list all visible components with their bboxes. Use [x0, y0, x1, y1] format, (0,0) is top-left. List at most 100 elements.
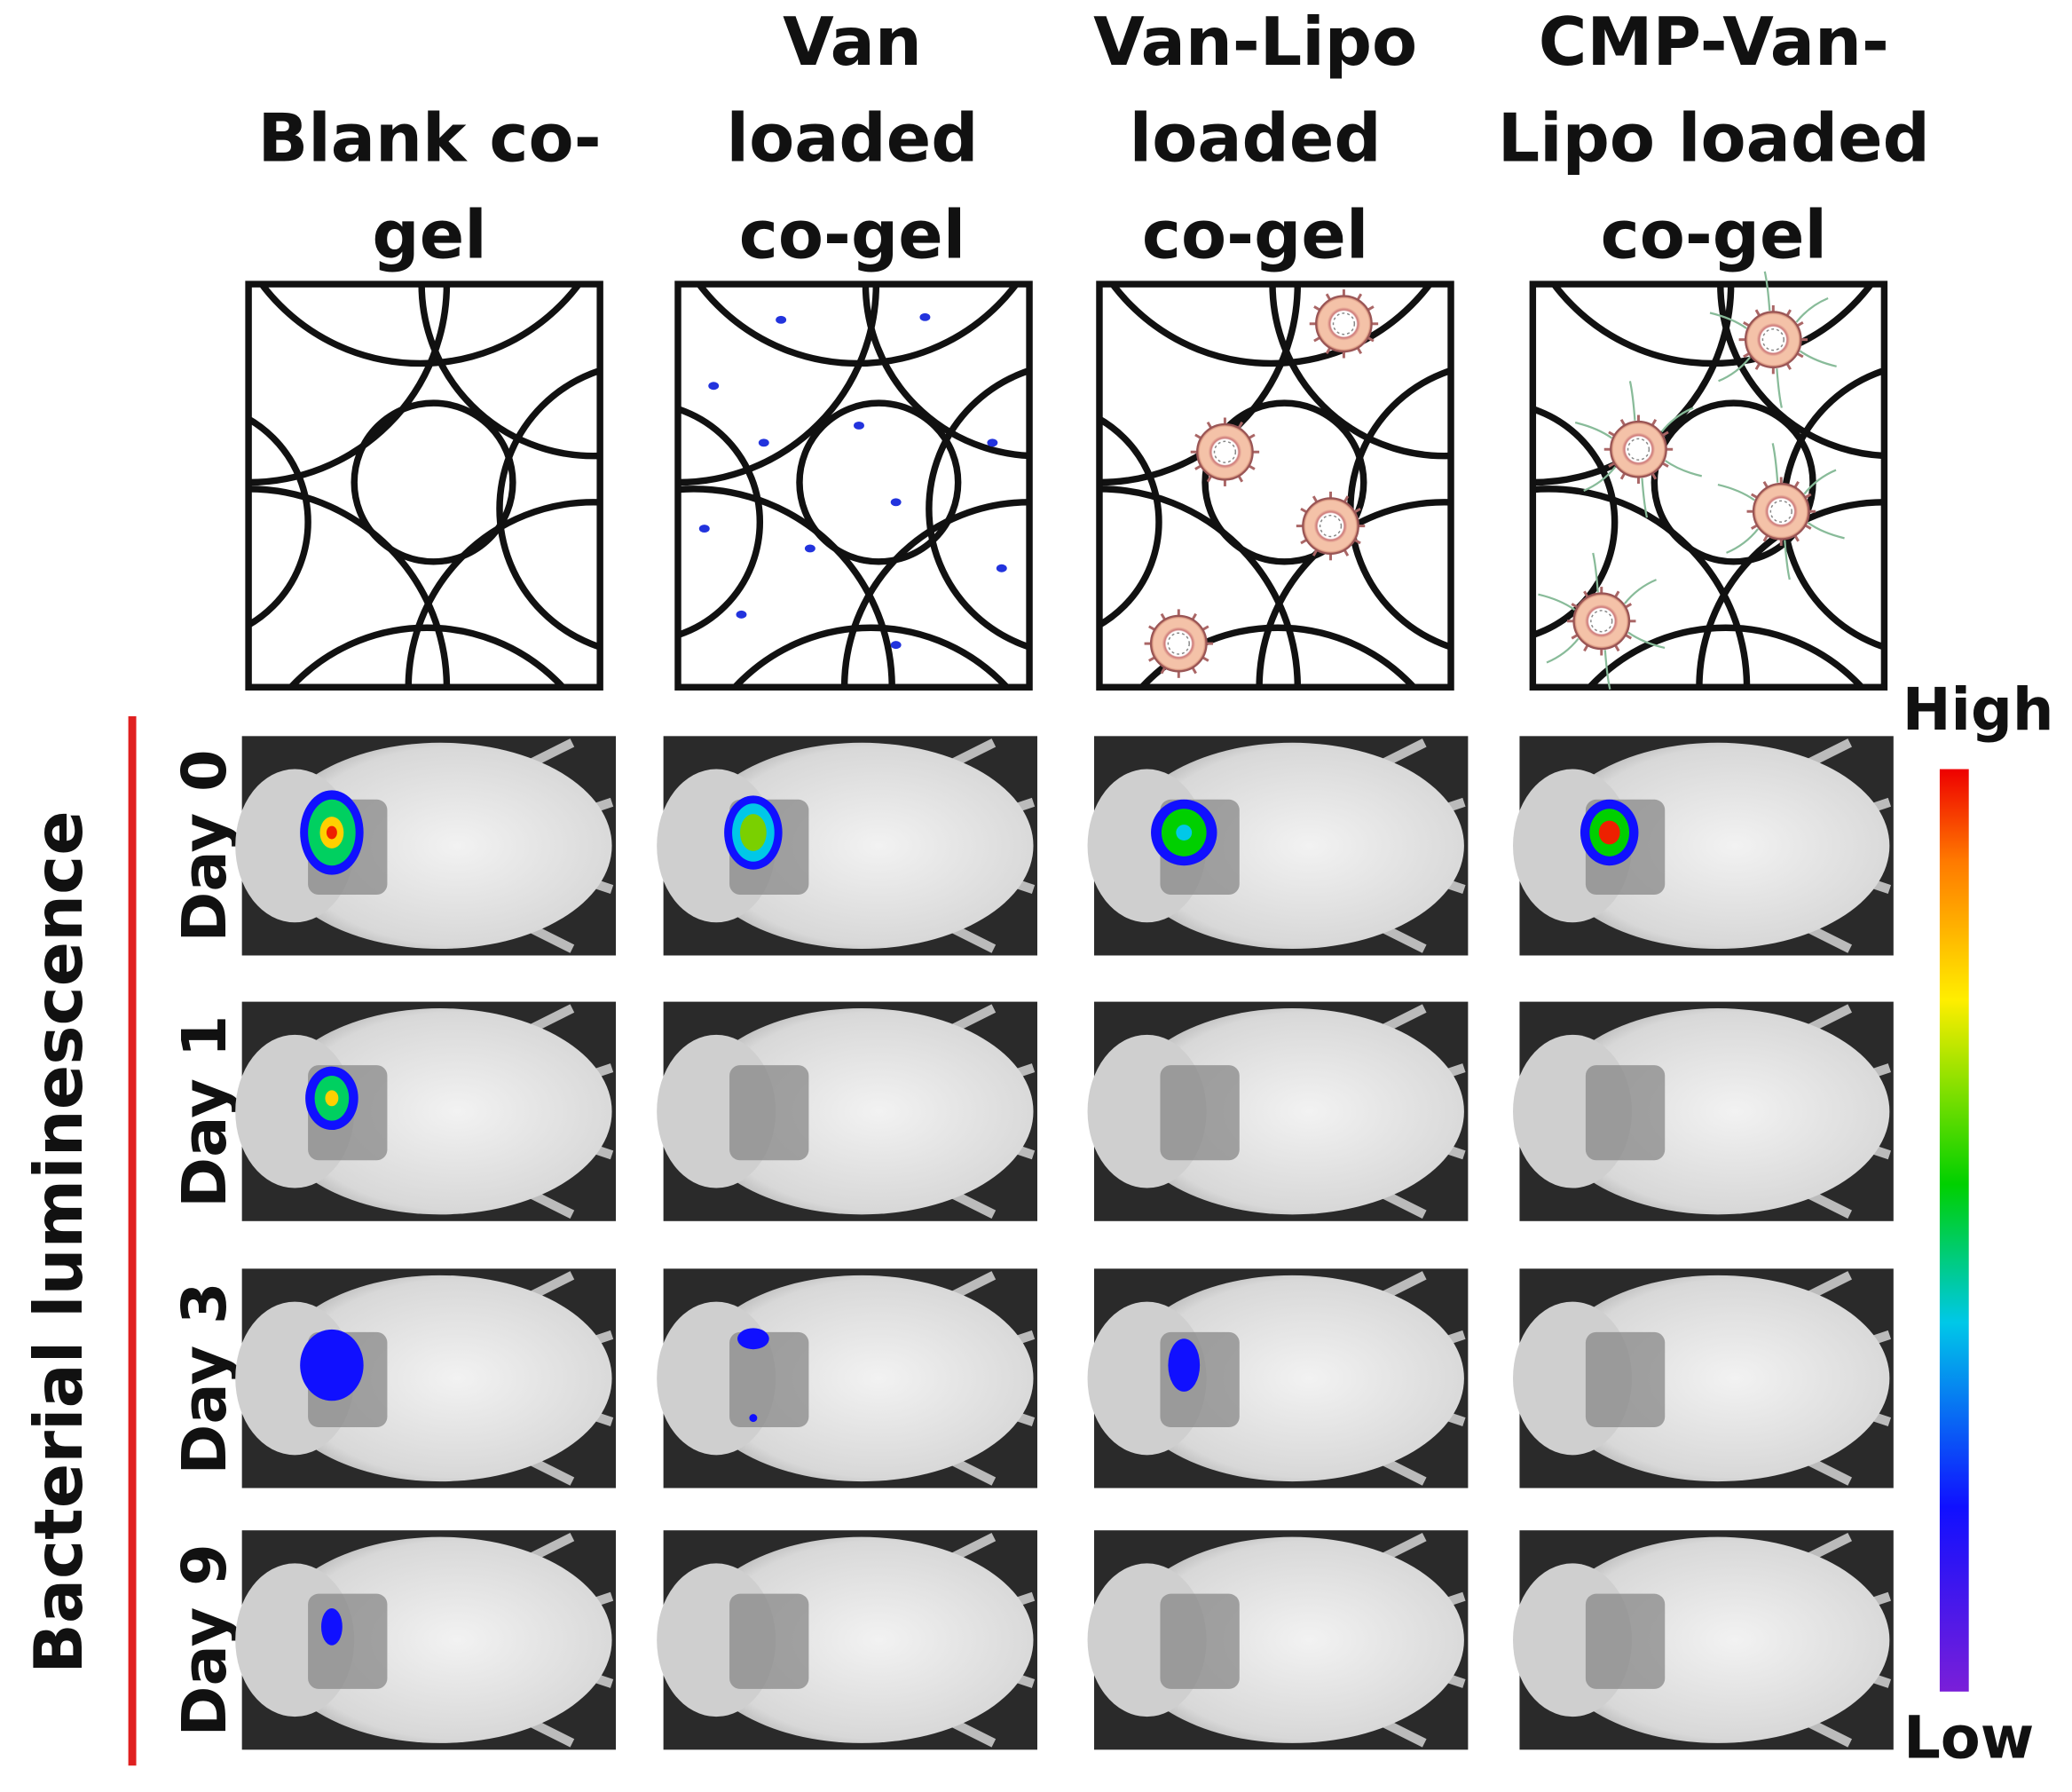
gel-box: [1096, 280, 1454, 691]
mouse-image: [235, 1530, 617, 1750]
luminescence: [1176, 825, 1193, 841]
luminescence: [749, 1414, 758, 1423]
mouse-body: [1546, 1536, 1890, 1743]
column-header: co-gel: [1142, 196, 1368, 273]
mouse-image: [1513, 1001, 1894, 1221]
peptide-chain: [1664, 460, 1703, 478]
gel-box: [674, 280, 1033, 691]
polymer-strand: [1549, 284, 1876, 367]
peptide-chain: [1641, 478, 1649, 518]
polymer-strand: [1532, 485, 1751, 688]
polymer-strand: [695, 284, 1020, 367]
peptide-chain: [1546, 637, 1580, 664]
column-header: loaded: [727, 100, 979, 178]
polymer-strand: [1201, 399, 1367, 565]
peptide-chain: [1795, 296, 1829, 323]
column-header: Van-Lipo: [1093, 4, 1417, 81]
mouse-body: [1546, 742, 1890, 950]
peptide-chain: [1799, 350, 1837, 367]
luminescence: [739, 814, 767, 851]
drug-dot: [708, 382, 720, 391]
mouse-body: [1120, 1008, 1464, 1215]
peptide-chain: [1726, 528, 1760, 554]
peptide-chain: [1717, 483, 1755, 501]
mouse-leg: [1356, 1004, 1466, 1219]
scale-high: High: [1903, 676, 2054, 744]
mouse-image: [657, 736, 1037, 956]
row-label: Day 1: [169, 1015, 240, 1208]
wound-area: [1585, 1593, 1666, 1689]
mouse-image: [1513, 1268, 1894, 1488]
gel-diagram: [245, 280, 603, 691]
mouse-leg: [1781, 1004, 1892, 1219]
peptide-chain: [1763, 271, 1771, 312]
peptide-chain: [1592, 552, 1599, 593]
luminescence: [737, 1328, 769, 1350]
wound-area: [1160, 1593, 1240, 1689]
mouse-body: [268, 742, 612, 950]
mouse-leg: [1781, 1271, 1892, 1486]
gel-diagram: [1529, 271, 1888, 691]
liposome-core: [1213, 440, 1237, 463]
mouse-body: [689, 742, 1034, 950]
wound-area: [729, 1331, 809, 1428]
liposome-core: [1761, 328, 1784, 351]
gel-box: [245, 280, 603, 691]
row-label: Day 9: [169, 1543, 240, 1736]
peptide-chain: [1574, 422, 1612, 439]
wound-area: [1585, 1065, 1666, 1161]
polymer-strand: [1256, 499, 1452, 688]
gel-box: [1529, 280, 1888, 691]
mouse-leg: [1356, 1532, 1466, 1748]
mouse-body: [268, 1008, 612, 1215]
luminescence: [326, 825, 337, 840]
peptide-chain: [1776, 368, 1783, 408]
wound-area: [729, 1065, 809, 1161]
mouse-image: [1087, 736, 1469, 956]
mouse-body: [1120, 742, 1464, 950]
row-label: Day 0: [169, 749, 240, 942]
column-header: gel: [372, 196, 486, 273]
liposome-core: [1627, 438, 1651, 461]
gel-diagram: [674, 280, 1033, 691]
polymer-strand: [926, 367, 1030, 651]
drug-dot: [996, 564, 1007, 572]
polymer-strand: [496, 367, 601, 651]
liposome-core: [1319, 514, 1343, 538]
wound-area: [308, 1593, 388, 1689]
mouse-body: [1120, 1536, 1464, 1743]
column-header: loaded: [1130, 100, 1382, 178]
mouse-body: [689, 1536, 1034, 1743]
drug-dot: [776, 315, 787, 324]
polymer-strand: [1137, 624, 1419, 688]
mouse-leg: [1781, 738, 1892, 953]
drug-dot: [890, 498, 902, 507]
luminescence: [325, 1090, 339, 1107]
drug-dot: [854, 421, 864, 430]
peptide-chain: [1718, 356, 1752, 383]
wound-area: [729, 1593, 809, 1689]
drug-dot: [919, 312, 931, 321]
peptide-chain: [1603, 650, 1611, 690]
column-header: co-gel: [1601, 196, 1827, 273]
polymer-strand: [257, 284, 583, 367]
mouse-image: [657, 1001, 1037, 1221]
mouse-image: [657, 1268, 1037, 1488]
mouse-leg: [926, 1004, 1036, 1219]
polymer-strand: [796, 399, 962, 565]
drug-dot: [736, 610, 747, 619]
mouse-leg: [504, 1004, 614, 1219]
mouse-leg: [504, 1271, 614, 1486]
peptide-chain: [1624, 579, 1657, 604]
mouse-body: [1546, 1275, 1890, 1482]
peptide-chain: [1784, 540, 1791, 580]
peptide-chain: [1771, 443, 1779, 483]
peptide-chain: [1628, 381, 1636, 421]
liposome-core: [1167, 632, 1190, 655]
mouse-image: [235, 736, 617, 956]
polymer-strand: [1585, 624, 1866, 688]
peptide-chain: [1709, 312, 1747, 329]
drug-dot: [758, 438, 769, 447]
